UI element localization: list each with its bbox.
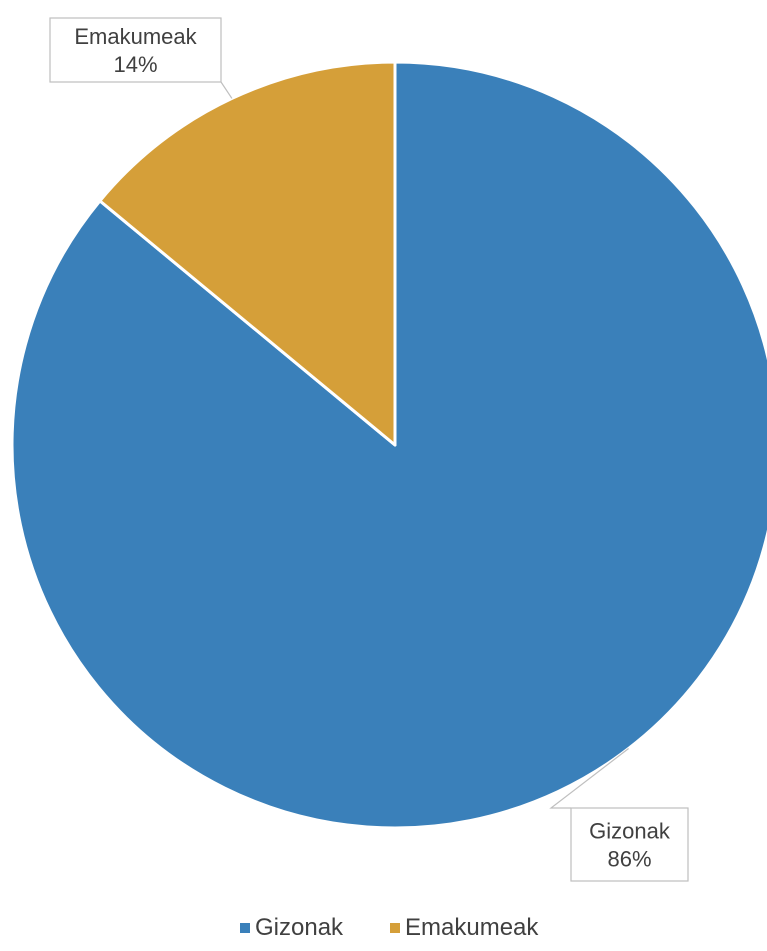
data-label-category: Emakumeak xyxy=(74,24,197,49)
leader-line-gizonak xyxy=(549,748,629,809)
leader-lines xyxy=(220,81,629,809)
pie-slice-emakumeak xyxy=(98,60,397,447)
data-label-emakumeak: Emakumeak 14% xyxy=(49,17,222,83)
legend-label-emakumeak: Emakumeak xyxy=(405,914,539,941)
data-label-gizonak: Gizonak 86% xyxy=(570,807,689,882)
pie-slices xyxy=(10,60,767,830)
legend: Gizonak Emakumeak xyxy=(240,914,539,941)
data-label-category: Gizonak xyxy=(589,819,671,844)
legend-swatch-emakumeak xyxy=(390,923,400,933)
data-label-value: 14% xyxy=(113,52,157,77)
legend-label-gizonak: Gizonak xyxy=(255,914,344,941)
pie-slice-gizonak xyxy=(10,60,767,830)
data-label-box xyxy=(49,17,222,83)
data-label-box xyxy=(570,807,689,882)
leader-line-emakumeak xyxy=(220,81,233,99)
data-label-value: 86% xyxy=(607,847,651,872)
legend-swatch-gizonak xyxy=(240,923,250,933)
data-labels: Gizonak 86% Emakumeak 14% xyxy=(49,17,689,882)
